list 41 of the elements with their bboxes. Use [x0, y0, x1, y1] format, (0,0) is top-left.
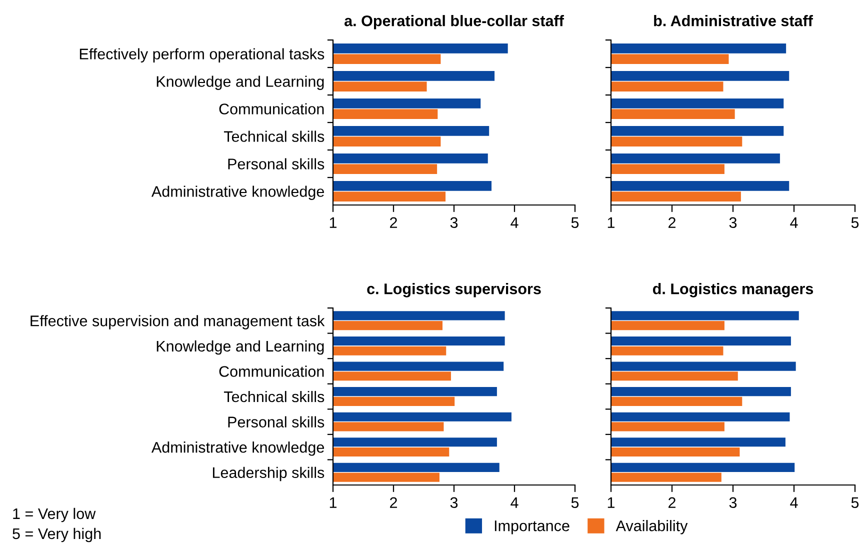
y-tick-label: Personal skills — [228, 416, 324, 428]
x-tick-label: 2 — [668, 497, 676, 508]
x-tick-label: 3 — [729, 217, 737, 228]
y-tick-label: Administrative knowledge — [151, 186, 324, 200]
x-tick-label: 1 — [330, 497, 337, 508]
x-tick-label: 5 — [571, 217, 579, 228]
y-tick-label: Knowledge and Learning — [156, 76, 324, 90]
chart-title: c. Logistics supervisors — [367, 283, 541, 298]
legend-label: Importance — [494, 520, 570, 534]
legend-label: Availability — [616, 520, 688, 534]
x-tick-label: 1 — [330, 217, 337, 228]
x-tick-label: 1 — [608, 217, 615, 228]
y-tick-label: Communication — [219, 103, 324, 114]
y-tick-label: Technical skills — [224, 130, 324, 142]
y-tick-label: Leadership skills — [212, 466, 324, 482]
y-tick-label: Technical skills — [224, 390, 324, 402]
x-tick-label: 2 — [390, 497, 397, 508]
x-tick-label: 5 — [851, 497, 859, 508]
y-tick-label: Administrative knowledge — [151, 442, 324, 456]
x-tick-label: 3 — [450, 217, 458, 228]
x-tick-label: 3 — [729, 497, 737, 508]
x-tick-label: 4 — [510, 497, 518, 508]
text: 5 = Very high — [12, 528, 101, 542]
x-tick-label: 5 — [851, 217, 859, 228]
y-tick-label: Communication — [219, 366, 324, 377]
x-tick-label: 2 — [390, 217, 397, 228]
y-tick-label: Personal skills — [228, 158, 324, 170]
y-tick-label: Effectively perform operational tasks — [80, 48, 324, 62]
chart-title: d. Logistics managers — [652, 283, 814, 298]
x-tick-label: 5 — [571, 497, 579, 508]
y-tick-label: Knowledge and Learning — [156, 340, 324, 355]
chart-title: a. Operational blue-collar staff — [344, 15, 564, 30]
x-tick-label: 4 — [790, 217, 798, 228]
x-tick-label: 3 — [450, 497, 458, 508]
y-tick-label: Effective supervision and management task — [30, 315, 325, 330]
text: 1 = Very low — [13, 508, 96, 522]
chart-title: b. Administrative staff — [654, 15, 813, 26]
x-tick-label: 4 — [790, 497, 798, 508]
x-tick-label: 1 — [608, 497, 615, 508]
x-tick-label: 2 — [668, 217, 676, 228]
x-tick-label: 4 — [510, 217, 518, 228]
